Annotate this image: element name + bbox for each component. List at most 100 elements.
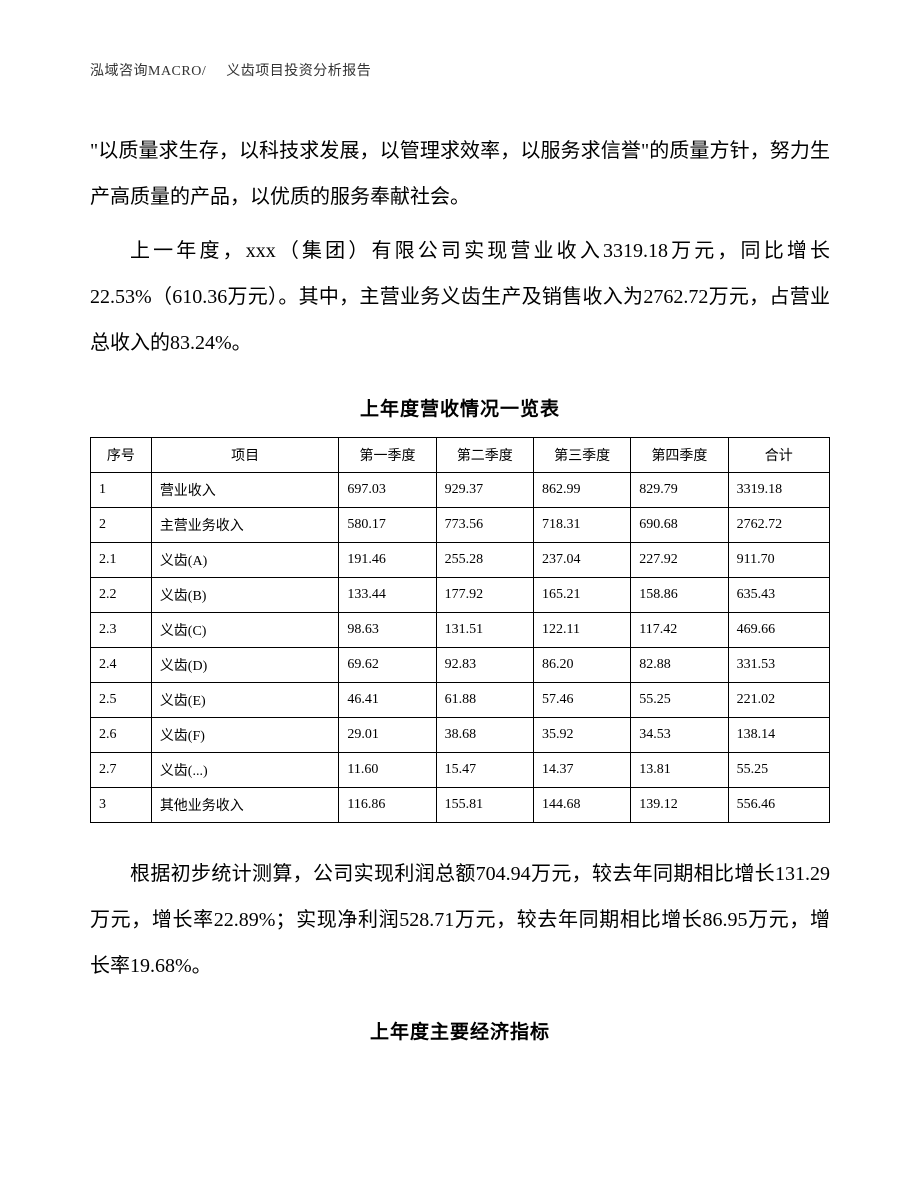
col-header-seq: 序号: [91, 438, 152, 473]
table-cell: 2.5: [91, 683, 152, 718]
table-row: 3其他业务收入116.86155.81144.68139.12556.46: [91, 788, 830, 823]
paragraph-3-text: 根据初步统计测算，公司实现利润总额704.94万元，较去年同期相比增长131.2…: [90, 863, 830, 977]
table-cell: 55.25: [728, 753, 829, 788]
table-cell: 35.92: [533, 718, 630, 753]
table-cell: 133.44: [339, 578, 436, 613]
table-cell: 55.25: [631, 683, 728, 718]
table-cell: 911.70: [728, 543, 829, 578]
table-cell: 义齿(D): [151, 648, 339, 683]
table-cell: 其他业务收入: [151, 788, 339, 823]
table-header-row: 序号 项目 第一季度 第二季度 第三季度 第四季度 合计: [91, 438, 830, 473]
table-cell: 3: [91, 788, 152, 823]
paragraph-1-text: "以质量求生存，以科技求发展，以管理求效率，以服务求信誉"的质量方针，努力生产高…: [90, 140, 830, 208]
table-cell: 61.88: [436, 683, 533, 718]
table-cell: 139.12: [631, 788, 728, 823]
header-right: 义齿项目投资分析报告: [226, 64, 371, 79]
table-cell: 2.7: [91, 753, 152, 788]
table-row: 2.1义齿(A)191.46255.28237.04227.92911.70: [91, 543, 830, 578]
table-cell: 13.81: [631, 753, 728, 788]
table-row: 2.2义齿(B)133.44177.92165.21158.86635.43: [91, 578, 830, 613]
table-cell: 1: [91, 473, 152, 508]
table-cell: 773.56: [436, 508, 533, 543]
col-header-q2: 第二季度: [436, 438, 533, 473]
table-cell: 158.86: [631, 578, 728, 613]
table-cell: 221.02: [728, 683, 829, 718]
table-cell: 69.62: [339, 648, 436, 683]
table-cell: 138.14: [728, 718, 829, 753]
table-cell: 2762.72: [728, 508, 829, 543]
table-cell: 义齿(E): [151, 683, 339, 718]
table-cell: 14.37: [533, 753, 630, 788]
table-cell: 191.46: [339, 543, 436, 578]
table-cell: 155.81: [436, 788, 533, 823]
table-body: 1营业收入697.03929.37862.99829.793319.182主营业…: [91, 473, 830, 823]
table-cell: 86.20: [533, 648, 630, 683]
col-header-q1: 第一季度: [339, 438, 436, 473]
table-row: 2.5义齿(E)46.4161.8857.4655.25221.02: [91, 683, 830, 718]
table-cell: 122.11: [533, 613, 630, 648]
table-cell: 556.46: [728, 788, 829, 823]
table-cell: 697.03: [339, 473, 436, 508]
table-cell: 131.51: [436, 613, 533, 648]
table-cell: 255.28: [436, 543, 533, 578]
page-header: 泓域咨询MACRO/ 义齿项目投资分析报告: [90, 60, 830, 80]
table-cell: 38.68: [436, 718, 533, 753]
table-cell: 117.42: [631, 613, 728, 648]
table-cell: 34.53: [631, 718, 728, 753]
col-header-total: 合计: [728, 438, 829, 473]
section2-title: 上年度主要经济指标: [90, 1017, 830, 1044]
paragraph-3: 根据初步统计测算，公司实现利润总额704.94万元，较去年同期相比增长131.2…: [90, 851, 830, 989]
table-row: 2.3义齿(C)98.63131.51122.11117.42469.66: [91, 613, 830, 648]
revenue-table: 序号 项目 第一季度 第二季度 第三季度 第四季度 合计 1营业收入697.03…: [90, 437, 830, 823]
table-cell: 331.53: [728, 648, 829, 683]
table-cell: 15.47: [436, 753, 533, 788]
table-cell: 177.92: [436, 578, 533, 613]
table-cell: 144.68: [533, 788, 630, 823]
header-left: 泓域咨询MACRO/: [90, 64, 206, 79]
table-cell: 营业收入: [151, 473, 339, 508]
table-cell: 2.3: [91, 613, 152, 648]
table-cell: 57.46: [533, 683, 630, 718]
table-cell: 2.2: [91, 578, 152, 613]
table-cell: 2.6: [91, 718, 152, 753]
table-cell: 义齿(A): [151, 543, 339, 578]
table-cell: 2.1: [91, 543, 152, 578]
table-row: 2.6义齿(F)29.0138.6835.9234.53138.14: [91, 718, 830, 753]
col-header-item: 项目: [151, 438, 339, 473]
table-cell: 829.79: [631, 473, 728, 508]
table-cell: 11.60: [339, 753, 436, 788]
table-row: 2.7义齿(...)11.6015.4714.3713.8155.25: [91, 753, 830, 788]
table-cell: 2: [91, 508, 152, 543]
table-cell: 46.41: [339, 683, 436, 718]
table-cell: 82.88: [631, 648, 728, 683]
table-row: 2主营业务收入580.17773.56718.31690.682762.72: [91, 508, 830, 543]
table-cell: 2.4: [91, 648, 152, 683]
paragraph-2-text: 上一年度，xxx（集团）有限公司实现营业收入3319.18万元，同比增长22.5…: [90, 240, 830, 354]
table-cell: 165.21: [533, 578, 630, 613]
table-cell: 929.37: [436, 473, 533, 508]
table-cell: 3319.18: [728, 473, 829, 508]
table1-title: 上年度营收情况一览表: [90, 394, 830, 421]
table-row: 1营业收入697.03929.37862.99829.793319.18: [91, 473, 830, 508]
table-cell: 580.17: [339, 508, 436, 543]
table-cell: 718.31: [533, 508, 630, 543]
table-row: 2.4义齿(D)69.6292.8386.2082.88331.53: [91, 648, 830, 683]
col-header-q3: 第三季度: [533, 438, 630, 473]
table-cell: 116.86: [339, 788, 436, 823]
table-cell: 690.68: [631, 508, 728, 543]
table-cell: 635.43: [728, 578, 829, 613]
paragraph-1: "以质量求生存，以科技求发展，以管理求效率，以服务求信誉"的质量方针，努力生产高…: [90, 128, 830, 220]
col-header-q4: 第四季度: [631, 438, 728, 473]
table-cell: 227.92: [631, 543, 728, 578]
table-cell: 29.01: [339, 718, 436, 753]
paragraph-2: 上一年度，xxx（集团）有限公司实现营业收入3319.18万元，同比增长22.5…: [90, 228, 830, 366]
table-cell: 862.99: [533, 473, 630, 508]
table-cell: 237.04: [533, 543, 630, 578]
table-cell: 义齿(...): [151, 753, 339, 788]
table-cell: 义齿(F): [151, 718, 339, 753]
table-cell: 92.83: [436, 648, 533, 683]
table-cell: 主营业务收入: [151, 508, 339, 543]
table-cell: 义齿(B): [151, 578, 339, 613]
table-cell: 义齿(C): [151, 613, 339, 648]
table-cell: 469.66: [728, 613, 829, 648]
